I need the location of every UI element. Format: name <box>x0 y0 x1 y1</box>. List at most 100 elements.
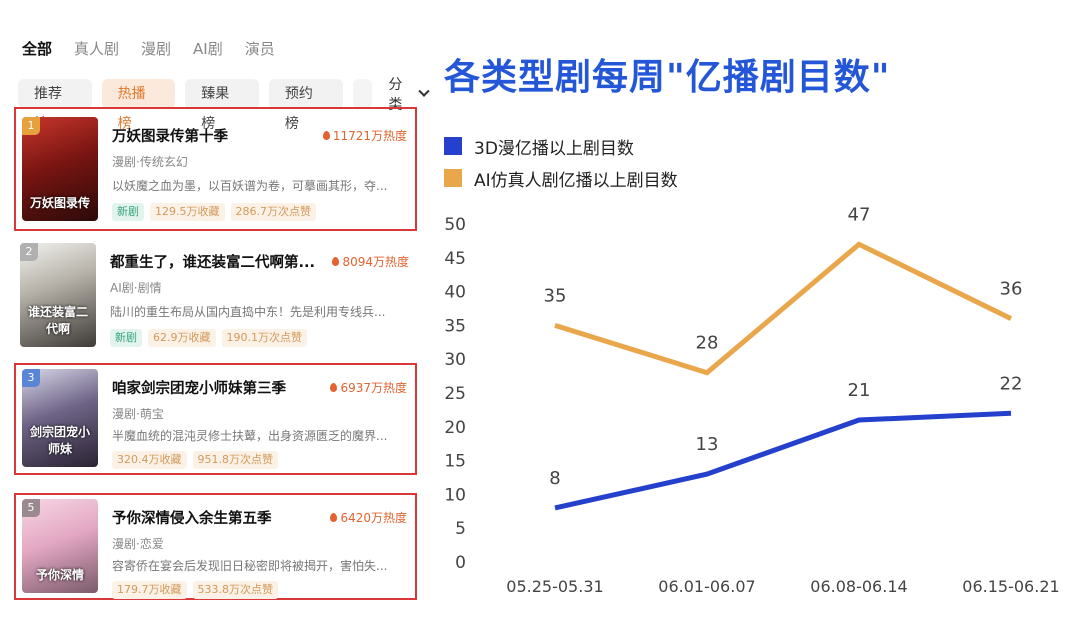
data-label: 36 <box>1000 279 1023 300</box>
flame-icon <box>322 131 330 140</box>
heat-value: 8094万热度 <box>342 255 409 269</box>
legend-swatch-blue <box>444 137 462 155</box>
drama-description: 以妖魔之血为墨，以百妖谱为卷，可摹画其形，夺... <box>112 179 388 193</box>
drama-card[interactable]: 2 谁还装富二代啊 都重生了，谁还装富二代啊第... 8094万热度 AI剧·剧… <box>14 235 417 359</box>
x-tick-label: 05.25-05.31 <box>506 577 603 596</box>
y-tick-label: 25 <box>444 384 466 404</box>
drama-card[interactable]: 1 万妖图录传 万妖图录传第十季 11721万热度 漫剧·传统玄幻 以妖魔之血为… <box>14 107 417 231</box>
drama-description: 陆川的重生布局从国内直捣中东！先是利用专线兵... <box>110 305 386 319</box>
heat-count: 6937万热度 <box>330 379 407 396</box>
drama-genre: 漫剧·恋爱 <box>112 537 164 551</box>
tab-comic[interactable]: 漫剧 <box>141 40 172 58</box>
y-tick-label: 50 <box>444 215 466 235</box>
rank-badge: 1 <box>22 117 40 135</box>
x-tick-label: 06.15-06.21 <box>962 577 1059 596</box>
likes-tag: 951.8万次点赞 <box>192 451 278 469</box>
poster-title: 剑宗团宠小师妹 <box>29 425 90 456</box>
x-tick-label: 06.08-06.14 <box>810 577 907 596</box>
flame-icon <box>330 383 338 392</box>
likes-tag: 533.8万次点赞 <box>192 581 278 599</box>
new-tag: 新剧 <box>110 329 142 347</box>
drama-title: 万妖图录传第十季 <box>112 129 228 145</box>
tab-actors[interactable]: 演员 <box>244 40 275 58</box>
x-tick-label: 06.01-06.07 <box>658 577 755 596</box>
y-tick-label: 20 <box>444 418 466 438</box>
favorites-tag: 320.4万收藏 <box>112 451 187 469</box>
poster-image: 2 谁还装富二代啊 <box>20 243 96 347</box>
tag-row: 新剧 62.9万收藏 190.1万次点赞 <box>110 329 307 347</box>
data-label: 35 <box>544 285 567 306</box>
drama-genre: 漫剧·传统玄幻 <box>112 155 188 169</box>
favorites-tag: 62.9万收藏 <box>148 329 216 347</box>
heat-count: 8094万热度 <box>332 253 409 270</box>
favorites-tag: 129.5万收藏 <box>150 203 225 221</box>
data-label: 28 <box>696 333 719 354</box>
drama-list-panel: 全部 真人剧 漫剧 AI剧 演员 推荐榜 热播榜 臻果榜 预约榜 分类 1 万妖… <box>0 0 430 625</box>
rank-tab-recommended[interactable]: 推荐榜 <box>18 79 92 132</box>
heat-value: 6420万热度 <box>340 511 407 525</box>
tag-row: 179.7万收藏 533.8万次点赞 <box>112 581 278 599</box>
favorites-tag: 179.7万收藏 <box>112 581 187 599</box>
tab-all[interactable]: 全部 <box>22 40 53 58</box>
y-tick-label: 35 <box>444 316 466 336</box>
data-label: 8 <box>549 468 560 489</box>
legend-label: AI仿真人剧亿播以上剧目数 <box>474 170 678 191</box>
rank-tab-fruit[interactable]: 臻果榜 <box>185 79 259 132</box>
tab-live-action[interactable]: 真人剧 <box>74 40 120 58</box>
legend-label: 3D漫亿播以上剧目数 <box>474 138 634 159</box>
poster-title: 谁还装富二代啊 <box>27 305 88 336</box>
drama-title: 咱家剑宗团宠小师妹第三季 <box>112 381 286 397</box>
likes-tag: 286.7万次点赞 <box>230 203 316 221</box>
data-label: 22 <box>1000 373 1023 394</box>
drama-card[interactable]: 5 予你深情 予你深情侵入余生第五季 6420万热度 漫剧·恋爱 容寄侨在宴会后… <box>14 493 417 600</box>
rank-badge: 2 <box>20 243 38 261</box>
tag-row: 320.4万收藏 951.8万次点赞 <box>112 451 278 469</box>
y-tick-label: 40 <box>444 283 466 303</box>
drama-genre: 漫剧·萌宝 <box>112 407 164 421</box>
drama-card[interactable]: 3 剑宗团宠小师妹 咱家剑宗团宠小师妹第三季 6937万热度 漫剧·萌宝 半魔血… <box>14 363 417 475</box>
series-line <box>554 410 1012 511</box>
y-tick-label: 10 <box>444 485 466 505</box>
legend-item: 3D漫亿播以上剧目数 <box>444 130 678 162</box>
heat-count: 6420万热度 <box>330 509 407 526</box>
line-chart: 0 5 10 15 20 25 30 35 40 45 50 05.25-05.31 06.01-06.… <box>444 204 1059 596</box>
drama-title: 都重生了，谁还装富二代啊第... <box>110 255 316 271</box>
poster-title: 万妖图录传 <box>29 196 90 210</box>
data-label: 47 <box>848 204 871 225</box>
poster-image: 3 剑宗团宠小师妹 <box>22 369 98 467</box>
rank-badge: 3 <box>22 369 40 387</box>
tab-ai[interactable]: AI剧 <box>193 40 223 58</box>
new-tag: 新剧 <box>112 203 144 221</box>
drama-genre: AI剧·剧情 <box>110 281 162 295</box>
chevron-down-icon <box>418 85 430 97</box>
poster-image: 5 予你深情 <box>22 499 98 593</box>
poster-title: 予你深情 <box>35 568 84 582</box>
y-tick-label: 30 <box>444 350 466 370</box>
rank-tab-overflow[interactable] <box>352 79 373 109</box>
drama-description: 半魔血统的混沌灵修士扶鼙，出身资源匮乏的魔界... <box>112 429 388 443</box>
chart-title: 各类型剧每周"亿播剧目数" <box>444 57 891 98</box>
chart-panel: 各类型剧每周"亿播剧目数" 3D漫亿播以上剧目数 AI仿真人剧亿播以上剧目数 0… <box>430 0 1080 625</box>
legend-swatch-orange <box>444 169 462 187</box>
tag-row: 新剧 129.5万收藏 286.7万次点赞 <box>112 203 316 221</box>
chart-legend: 3D漫亿播以上剧目数 AI仿真人剧亿播以上剧目数 <box>444 130 678 194</box>
y-tick-label: 15 <box>444 452 466 472</box>
heat-value: 11721万热度 <box>332 129 407 143</box>
heat-value: 6937万热度 <box>340 381 407 395</box>
drama-title: 予你深情侵入余生第五季 <box>112 511 272 527</box>
category-tabs: 全部 真人剧 漫剧 AI剧 演员 <box>22 38 275 59</box>
data-label: 13 <box>696 434 719 455</box>
legend-item: AI仿真人剧亿播以上剧目数 <box>444 162 678 194</box>
data-label: 21 <box>848 380 871 401</box>
series-line <box>554 241 1013 376</box>
drama-description: 容寄侨在宴会后发现旧日秘密即将被揭开，害怕失... <box>112 559 388 573</box>
y-tick-label: 5 <box>455 519 466 539</box>
rank-tab-hot[interactable]: 热播榜 <box>101 79 176 132</box>
y-tick-label: 45 <box>444 249 466 269</box>
flame-icon <box>330 513 338 522</box>
rank-badge: 5 <box>22 499 40 517</box>
poster-image: 1 万妖图录传 <box>22 117 98 221</box>
y-tick-label: 0 <box>455 553 466 573</box>
filter-dropdown[interactable]: 分类 <box>388 74 430 114</box>
rank-tab-reserve[interactable]: 预约榜 <box>268 79 343 132</box>
